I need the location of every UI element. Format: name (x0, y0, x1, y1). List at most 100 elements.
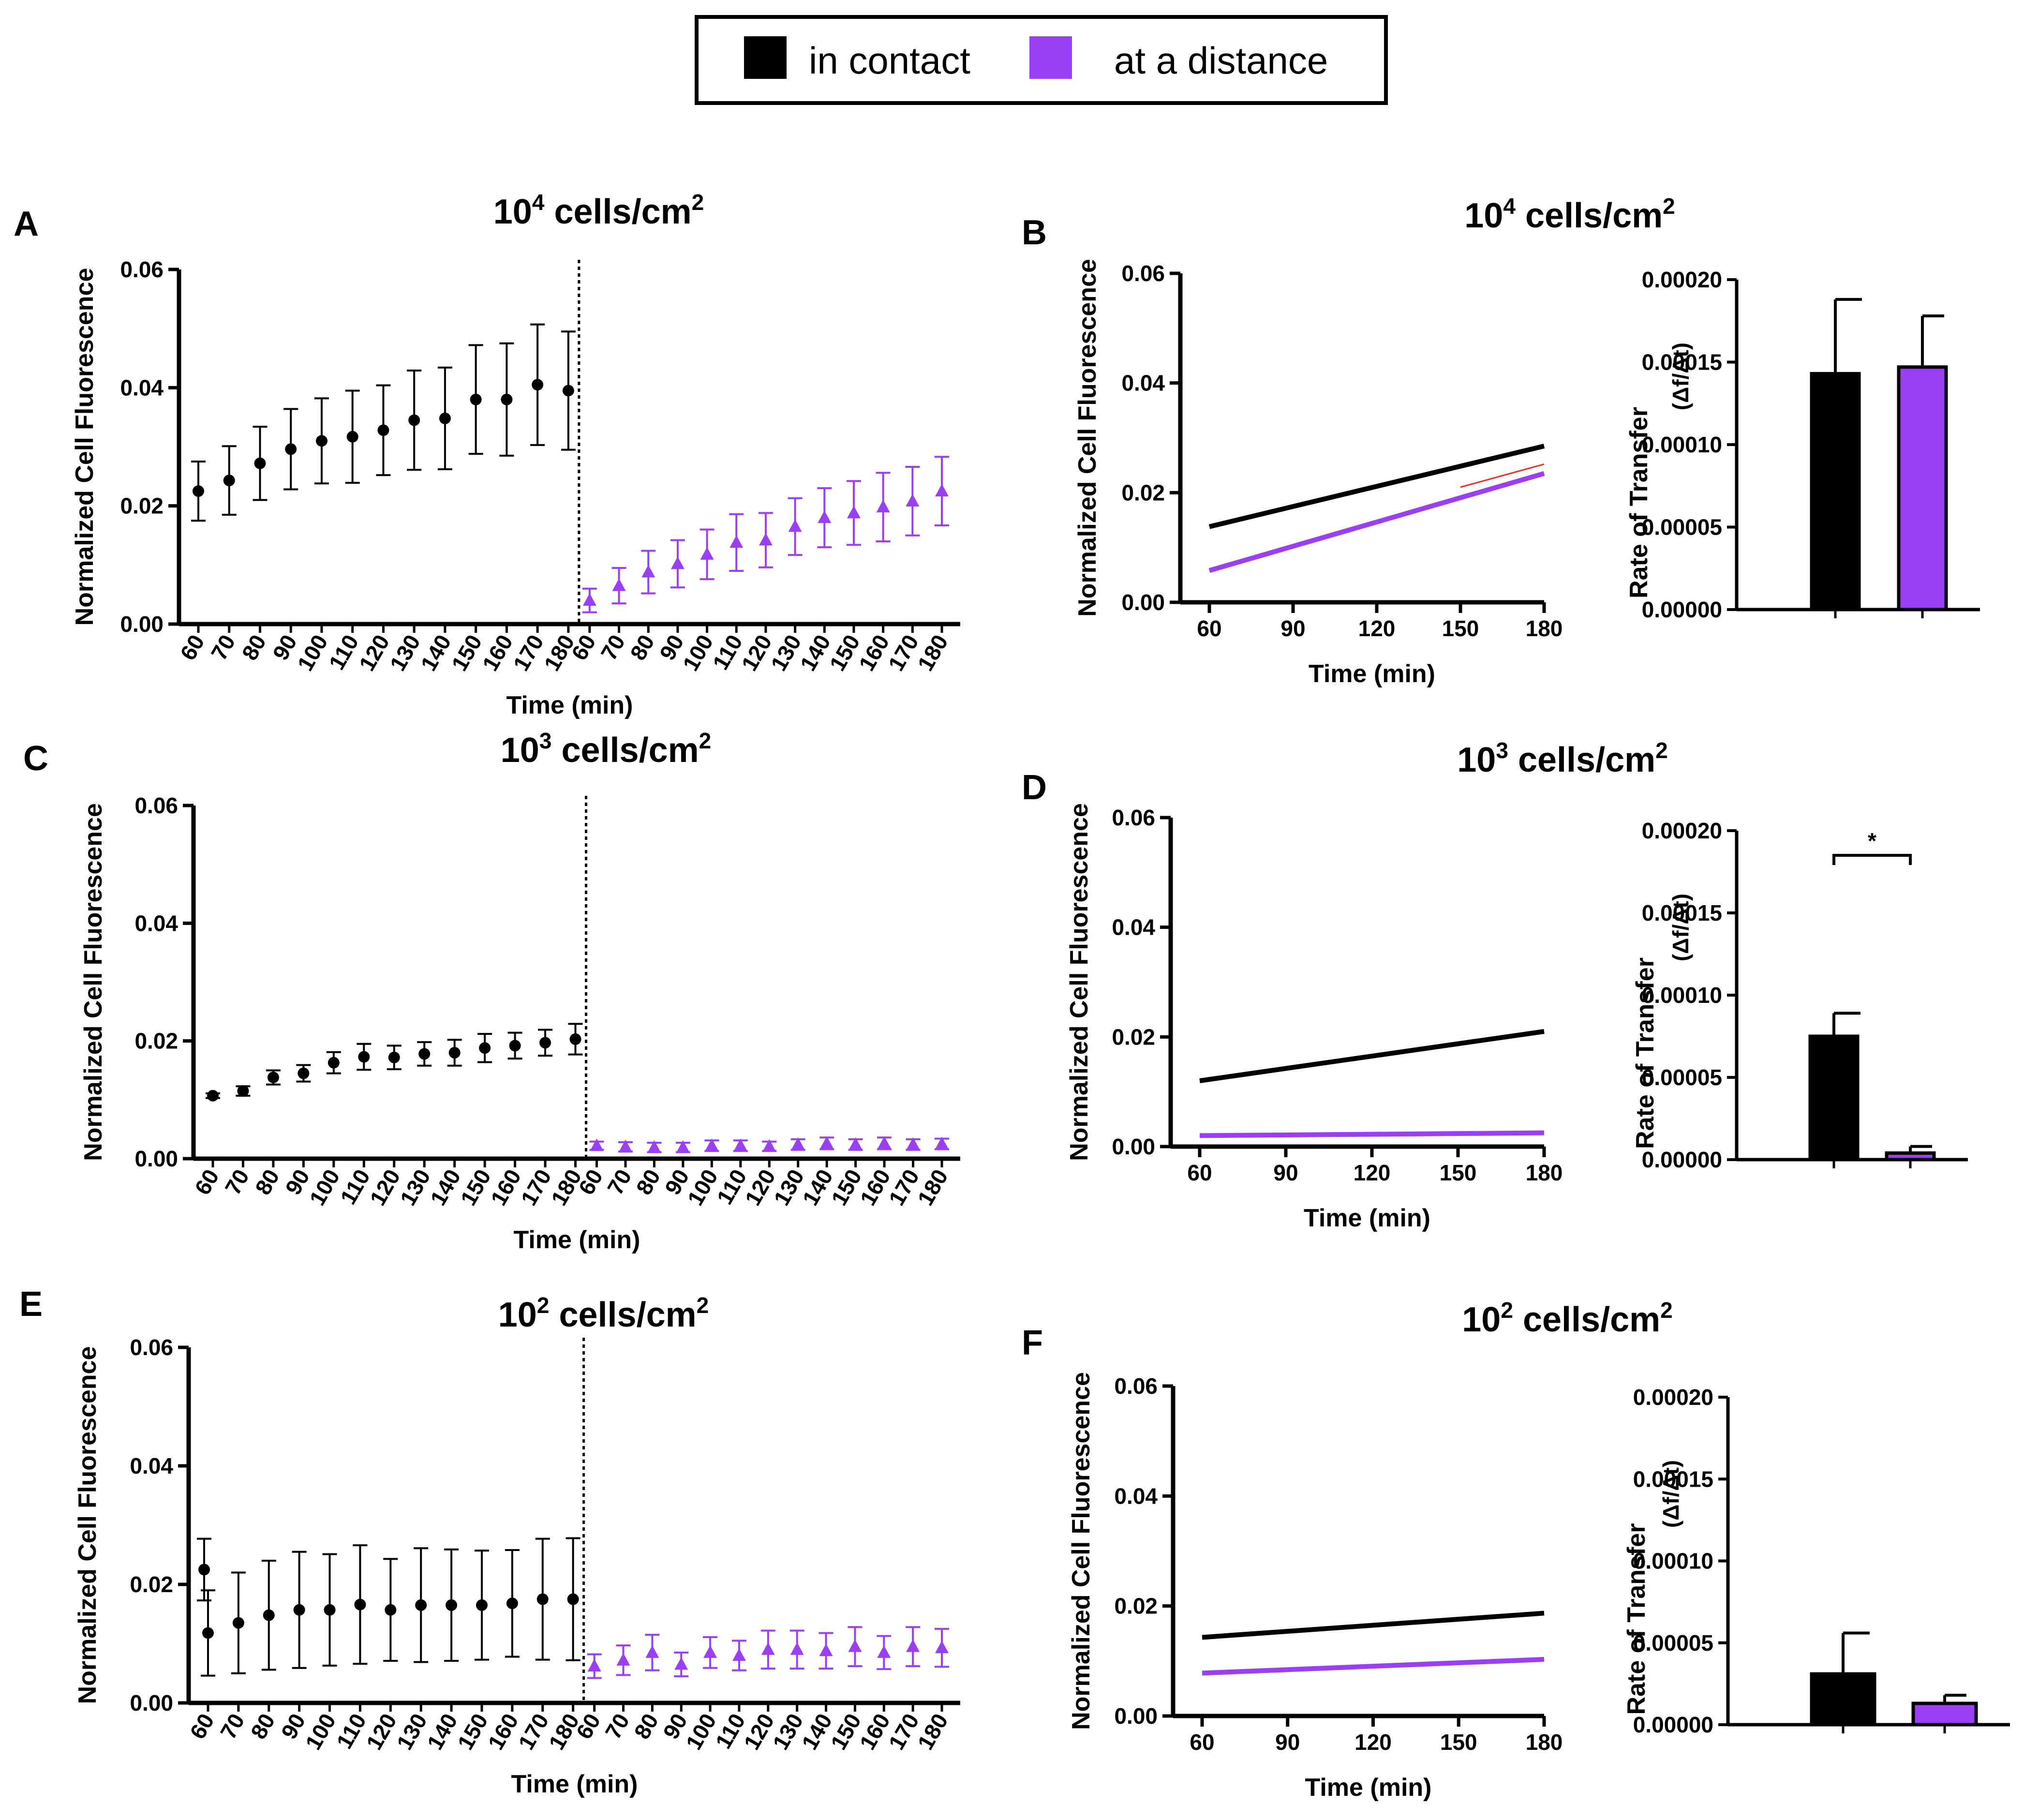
x-tick-label: 90 (1273, 1160, 1298, 1185)
x-tick-label: 70 (602, 1165, 637, 1199)
scatter-chart-E: E 102 cells/cm20.000.020.040.06Normalized… (19, 1285, 960, 1798)
x-tick-label: 80 (629, 1709, 663, 1743)
x-tick-label: 90 (1280, 616, 1305, 641)
data-point (198, 1564, 210, 1576)
chart-title-exponent-2: 2 (692, 190, 704, 215)
chart-title-exponent-2: 2 (697, 1293, 709, 1318)
chart-title: 104 cells/cm2 (1464, 194, 1675, 235)
data-point (616, 1653, 630, 1666)
chart-title-exponent: 4 (532, 190, 545, 215)
data-point (670, 556, 685, 569)
legend-label-contact: in contact (809, 39, 970, 82)
x-tick-label: 90 (1275, 1730, 1300, 1755)
x-tick-label: 110 (324, 630, 363, 674)
y-tick-label: 0.02 (134, 1029, 178, 1054)
x-tick-label: 120 (361, 1709, 402, 1754)
x-tick-label: 60 (175, 630, 209, 664)
data-point (582, 593, 596, 606)
series-distance (589, 1136, 949, 1153)
y-axis-unit: (Δf/Δt) (1658, 1460, 1683, 1528)
y-tick-label: 0.04 (120, 375, 164, 400)
y-tick-label: 0.00005 (1642, 1065, 1722, 1090)
chart-title-base: 10 (1464, 196, 1503, 235)
x-tick-label: 70 (220, 1165, 254, 1199)
y-tick-label: 0.00000 (1633, 1712, 1713, 1737)
data-point (877, 1645, 891, 1658)
x-tick-label: 100 (300, 1709, 341, 1754)
y-tick-label: 0.02 (1121, 480, 1165, 505)
significance-bracket (1832, 854, 1912, 865)
line-chart-D: D 103 cells/cm2 0.00 0.02 0.04 0.06 Normalized… (1022, 738, 1668, 1232)
x-tick-label: 110 (708, 630, 747, 674)
bar-chart-F-bar: 0.00000 0.00005 0.00010 0.00015 0.00020 Rate … (1622, 1385, 2010, 1737)
y-tick-label: 0.04 (1112, 915, 1155, 940)
data-point (587, 1659, 601, 1672)
x-tick-label: 130 (385, 630, 425, 675)
panel-label: E (19, 1285, 43, 1324)
x-tick-label: 60 (185, 1709, 219, 1743)
y-tick-label: 0.04 (1121, 371, 1165, 396)
data-point (346, 431, 358, 443)
chart-title-exponent-2: 2 (1663, 194, 1675, 219)
data-point (418, 1048, 431, 1060)
data-point (354, 1598, 366, 1611)
x-tick-label: 120 (354, 630, 394, 675)
y-tick-label: 0.00 (130, 1690, 173, 1716)
x-axis-label: Time (min) (1309, 660, 1435, 688)
x-tick-label: 100 (678, 630, 718, 675)
y-tick-label: 0.02 (130, 1572, 173, 1597)
x-tick-label: 100 (292, 630, 332, 675)
chart-title: 103 cells/cm2 (1457, 738, 1668, 779)
chart-title: 104 cells/cm2 (493, 190, 704, 231)
panel-label: B (1022, 213, 1047, 252)
fit-line-distance (1202, 1656, 1545, 1676)
y-tick-label: 0.00020 (1642, 267, 1722, 292)
x-tick-label: 80 (625, 630, 659, 664)
fit-line-contact (1202, 1611, 1545, 1640)
y-tick-label: 0.00 (1121, 590, 1165, 615)
data-point (790, 1642, 804, 1655)
chart-title-base: 10 (501, 731, 539, 770)
data-point (415, 1599, 427, 1611)
data-point (327, 1057, 340, 1069)
chart-title-exponent: 3 (539, 728, 552, 753)
data-point (647, 1140, 661, 1153)
y-tick-label: 0.00015 (1633, 1466, 1713, 1492)
data-point (193, 485, 204, 497)
y-tick-label: 0.06 (120, 257, 164, 282)
data-point (641, 565, 655, 578)
x-tick-label: 160 (477, 630, 518, 675)
data-point (906, 493, 920, 507)
bar-distance (1911, 1701, 1978, 1727)
data-point (906, 1137, 920, 1150)
chart-title-base: 10 (1462, 1300, 1501, 1339)
y-tick-label: 0.02 (1112, 1024, 1155, 1049)
data-point (878, 1136, 892, 1149)
panel-label: F (1022, 1324, 1043, 1362)
data-point (385, 1604, 397, 1616)
x-tick-label: 170 (883, 630, 923, 675)
line-chart-B: B 104 cells/cm2 0.00 0.02 0.04 0.06 Normalized… (1022, 194, 1675, 688)
x-tick-label: 120 (736, 630, 776, 675)
data-point (285, 443, 297, 455)
y-tick-label: 0.00020 (1642, 818, 1722, 843)
data-point (536, 1593, 549, 1605)
y-axis-label: Normalized Cell Fluorescence (74, 1346, 102, 1704)
chart-title-base: 10 (498, 1296, 537, 1334)
data-point (358, 1051, 370, 1063)
data-point (762, 1139, 776, 1152)
data-point (506, 1597, 518, 1610)
y-tick-label: 0.00 (120, 612, 164, 637)
x-tick-label: 110 (331, 1709, 371, 1753)
y-tick-label: 0.00015 (1642, 350, 1722, 375)
y-tick-label: 0.04 (130, 1453, 173, 1478)
x-tick-label: 180 (912, 1165, 952, 1209)
data-point (315, 435, 327, 447)
y-tick-label: 0.02 (120, 493, 164, 519)
data-point (705, 1138, 719, 1151)
x-tick-label: 180 (1526, 616, 1563, 641)
data-point (876, 500, 890, 513)
chart-title-unit: cells/cm (544, 193, 691, 231)
x-tick-label: 150 (1440, 1160, 1477, 1185)
data-point (501, 393, 513, 405)
